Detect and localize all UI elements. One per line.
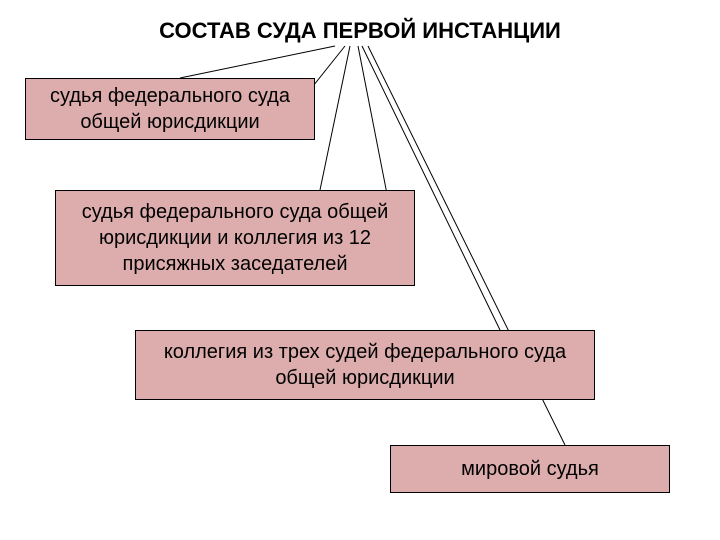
connector-line-1 [180,46,335,78]
diagram-box-2: судья федерального суда общей юрисдикции… [55,190,415,286]
diagram-title: СОСТАВ СУДА ПЕРВОЙ ИНСТАНЦИИ [125,18,595,44]
connector-line-3 [320,46,350,190]
diagram-box-3: коллегия из трех судей федерального суда… [135,330,595,400]
diagram-box-4: мировой судья [390,445,670,493]
connector-line-5 [362,46,500,330]
diagram-box-1: судья федерального суда общей юрисдикции [25,78,315,140]
